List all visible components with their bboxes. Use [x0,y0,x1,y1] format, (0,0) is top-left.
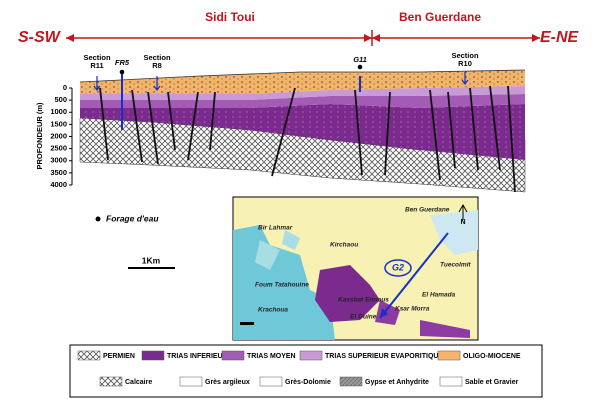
map-label: Kassbat Ennous [338,297,389,304]
legend-swatch [221,350,245,361]
legend-swatch [179,376,203,387]
legend-label: OLIGO-MIOCENE [463,353,521,360]
map-label: Tuecolmit [440,262,471,269]
legend-label: Grès argileux [205,379,250,386]
section-title: Section [451,51,479,60]
depth-tick-label: 500 [54,95,67,104]
map-label: Kirchaou [330,242,358,249]
section-title: Section [143,53,171,62]
map-inset [232,196,479,341]
legend-label: TRIAS SUPERIEUR EVAPORITIQUE [325,353,443,360]
end-label: S-SW [18,29,62,46]
depth-tick-label: 0 [63,83,67,92]
legend-swatch [99,376,123,387]
well-legend: Forage d'eau [106,213,159,223]
legend-label: Grès-Dolomie [285,379,331,386]
map-label: Bir Lahmar [258,225,293,232]
legend-swatch [141,350,165,361]
legend-swatch [339,376,363,387]
region-label: Ben Guerdane [399,10,481,24]
legend-swatch [439,376,463,387]
legend-swatch [77,350,101,361]
legend-label: TRIAS MOYEN [247,353,296,360]
end-label: E-NE [540,29,580,46]
scale-label: 1Km [142,255,161,265]
legend-swatch [259,376,283,387]
section-name: R10 [458,59,472,68]
well-name: G11 [353,55,367,64]
legend-label: Gypse et Anhydrite [365,379,429,386]
depth-axis-label: PROFONDEUR (m) [35,102,44,170]
map-label: El Hamada [422,292,456,299]
depth-tick-label: 3500 [50,168,67,177]
cross-section [79,64,526,193]
region-label: Sidi Toui [205,10,255,24]
section-name: R8 [152,61,162,70]
map-label: Foum Tatahouine [255,282,309,289]
map-label: El Guine [350,314,377,321]
legend-swatch [437,350,461,361]
depth-tick-label: 1000 [50,107,67,116]
depth-tick-label: 2000 [50,131,67,140]
depth-tick-label: 3000 [50,156,67,165]
legend-label: PERMIEN [103,353,135,360]
well-symbol [95,216,101,222]
legend-label: TRIAS INFERIEUR [167,353,228,360]
depth-tick-label: 2500 [50,144,67,153]
map-label: Ksar Morra [395,306,430,313]
legend-swatch [299,350,323,361]
north: N [460,219,465,226]
well-name: FR5 [115,58,130,67]
circle-label: G2 [392,262,404,272]
depth-tick-label: 4000 [50,180,67,189]
section-title: Section [83,53,111,62]
depth-tick-label: 1500 [50,119,67,128]
legend-label: Sable et Gravier [465,379,519,386]
map-label: Krachoua [258,307,288,314]
legend-label: Calcaire [125,379,152,386]
section-name: R11 [90,61,103,70]
map-label: Ben Guerdane [405,207,450,214]
